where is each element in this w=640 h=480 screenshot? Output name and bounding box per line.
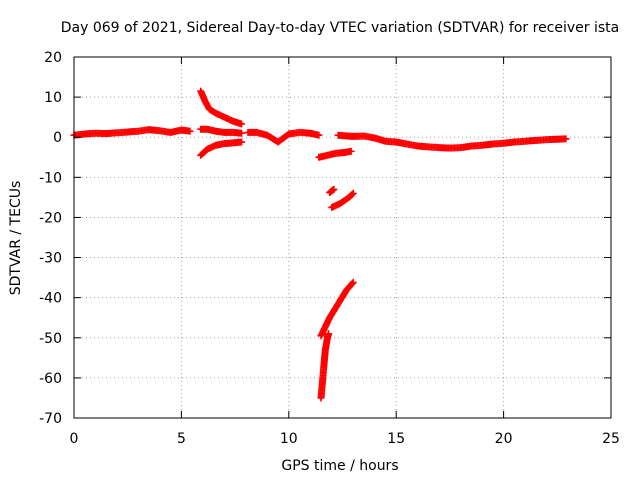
data-point (325, 330, 333, 338)
y-tick-label: -60 (39, 371, 62, 387)
x-axis-label: GPS time / hours (281, 458, 398, 474)
data-point (238, 120, 246, 128)
y-tick-label: 10 (44, 90, 62, 106)
data-point (348, 190, 356, 198)
y-axis-label: SDTVAR / TECUs (8, 181, 24, 296)
x-tick-label: 0 (70, 431, 79, 447)
chart-title: Day 069 of 2021, Sidereal Day-to-day VTE… (61, 20, 619, 36)
data-point (348, 279, 356, 287)
x-tick-label: 25 (602, 431, 620, 447)
data-point (330, 185, 338, 193)
y-tick-label: -10 (39, 170, 62, 186)
data-point (347, 147, 355, 155)
y-tick-label: -40 (39, 291, 62, 307)
tick-label-layer: 0 5 10 15 20 25 20 10 0 -10 -20 -30 -40 -50 -60 -70 (39, 50, 620, 447)
data-point (349, 278, 357, 286)
x-tick-label: 5 (177, 431, 186, 447)
data-point (329, 186, 337, 194)
data-layer (70, 87, 570, 402)
x-tick-label: 20 (495, 431, 513, 447)
data-point (315, 131, 323, 139)
data-point (238, 129, 246, 137)
y-tick-label: -30 (39, 251, 62, 267)
plot-frame (73, 56, 612, 419)
tick-layer (73, 56, 612, 419)
data-point (562, 135, 570, 143)
y-tick-label: -50 (39, 331, 62, 347)
x-tick-label: 15 (387, 431, 405, 447)
y-tick-label: -20 (39, 210, 62, 226)
x-tick-label: 10 (280, 431, 298, 447)
grid-layer (74, 57, 611, 418)
y-tick-label: 0 (53, 130, 62, 146)
data-point (349, 189, 357, 197)
data-point (238, 138, 246, 146)
y-tick-label: 20 (44, 50, 62, 66)
y-tick-label: -70 (39, 411, 62, 427)
data-point (186, 127, 194, 135)
